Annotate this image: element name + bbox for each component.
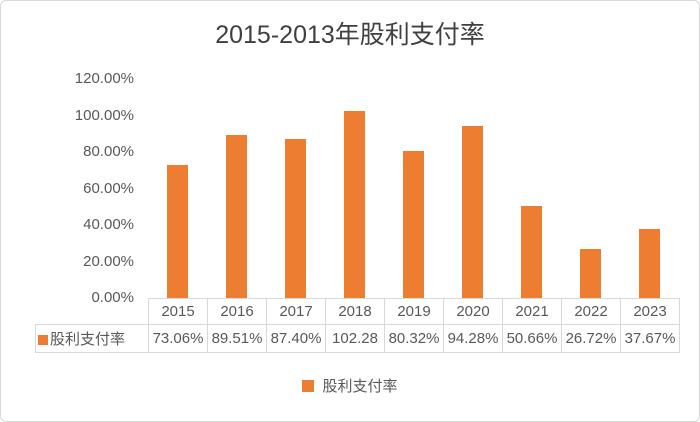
table-header-row: 2015 2016 2017 2018 2019 2020 2021 2022 2023 (36, 298, 680, 325)
legend-label: 股利支付率 (322, 378, 398, 395)
y-axis-tick-label: 100.00% (74, 106, 134, 124)
table-value-row: 股利支付率 73.06% 89.51% 87.40% 102.28 80.32% 94.28… (35, 324, 680, 353)
table-value-cell: 87.40% (266, 324, 326, 353)
bar-2021 (521, 205, 542, 298)
table-value-cell: 50.66% (502, 324, 562, 353)
y-axis-tick-label: 0.00% (91, 289, 134, 306)
plot-area (148, 79, 679, 298)
y-axis: 120.00% 100.00% 80.00% 60.00% 40.00% 20.00% 0.… (41, 1, 134, 421)
y-axis-tick-label: 40.00% (83, 216, 134, 233)
x-axis-category-label: 2015 (148, 298, 208, 325)
bar-2023 (639, 229, 660, 298)
table-value-cell: 89.51% (207, 324, 267, 353)
y-axis-tick-label: 60.00% (83, 179, 134, 197)
series-key-swatch-icon (38, 335, 48, 345)
legend: 股利支付率 (1, 375, 699, 396)
bar-2020 (462, 125, 483, 298)
x-axis-category-label: 2023 (620, 298, 680, 325)
table-corner-cell (36, 299, 149, 325)
table-value-cell: 26.72% (561, 324, 621, 353)
series-key-label: 股利支付率 (50, 331, 126, 348)
y-axis-tick-label: 120.00% (74, 70, 134, 87)
table-value-cell: 37.67% (620, 324, 680, 353)
x-axis-category-label: 2020 (443, 298, 503, 325)
bar-2019 (403, 151, 424, 298)
x-axis-category-label: 2022 (561, 298, 621, 325)
chart-title: 2015-2013年股利支付率 (215, 21, 485, 49)
table-value-cell: 80.32% (384, 324, 444, 353)
table-value-cell: 73.06% (148, 324, 208, 353)
y-axis-tick-label: 80.00% (83, 143, 134, 160)
bar-2016 (226, 134, 247, 298)
x-axis-category-label: 2016 (207, 298, 267, 325)
x-axis-category-label: 2019 (384, 298, 444, 325)
bar-2022 (580, 249, 601, 298)
series-key-cell: 股利支付率 (35, 324, 149, 353)
bar-2018 (344, 111, 365, 298)
bar-2017 (285, 138, 306, 298)
x-axis-category-label: 2021 (502, 298, 562, 325)
table-value-cell: 94.28% (443, 324, 503, 353)
bar-2015 (167, 164, 188, 298)
x-axis-category-label: 2018 (325, 298, 385, 325)
legend-swatch-icon (302, 379, 315, 392)
table-value-cell: 102.28 (325, 324, 385, 353)
data-table: 2015 2016 2017 2018 2019 2020 2021 2022 2023 股利支付… (35, 298, 680, 353)
y-axis-tick-label: 20.00% (83, 252, 134, 270)
x-axis-category-label: 2017 (266, 298, 326, 325)
